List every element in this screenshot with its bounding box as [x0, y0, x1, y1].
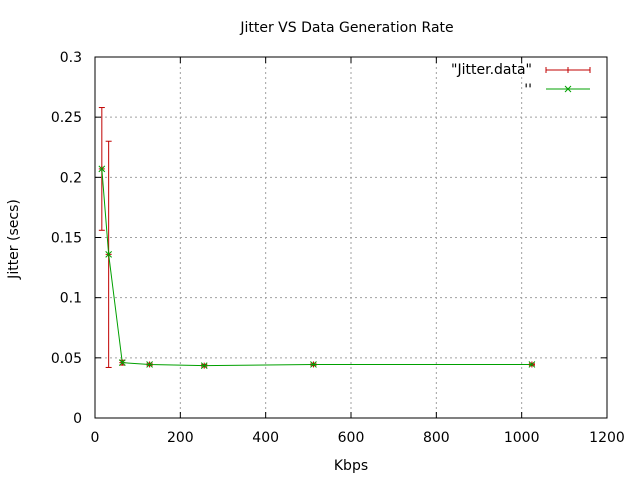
x-tick-label-2: 400	[252, 430, 279, 446]
y-tick-label-6: 0.3	[60, 50, 82, 66]
x-tick-label-0: 0	[91, 430, 100, 446]
y-axis-label: Jitter (secs)	[6, 199, 22, 280]
y-tick-label-1: 0.05	[51, 351, 82, 367]
grid-lines	[95, 57, 607, 418]
x-tick-label-6: 1200	[589, 430, 625, 446]
data-series	[98, 107, 536, 370]
legend-swatch-jitter-data	[545, 67, 591, 73]
y-tick-label-5: 0.25	[51, 110, 82, 126]
point-series-2-5	[310, 361, 317, 368]
x-tick-label-3: 600	[338, 430, 365, 446]
axis-ticks	[94, 56, 608, 419]
series-2	[98, 165, 536, 370]
point-series-2-1	[105, 250, 113, 258]
x-tick-label-4: 800	[423, 430, 450, 446]
point-series-2-3	[146, 361, 153, 368]
point-series-2-4	[200, 362, 208, 370]
y-tick-label-2: 0.1	[60, 291, 82, 307]
x-tick-label-1: 200	[167, 430, 194, 446]
legend-label-jitter-data: "Jitter.data"	[451, 62, 532, 78]
tick-labels: 0 200 400 600 800 1000 1200 0 0.05 0.1 0.15 0.2 0.25…	[51, 50, 625, 446]
legend-swatch-series-2	[546, 85, 590, 93]
x-axis-label: Kbps	[334, 458, 368, 474]
point-series-2-2	[118, 359, 126, 367]
x-tick-label-5: 1000	[504, 430, 540, 446]
point-series-2-6	[528, 361, 536, 368]
y-tick-label-3: 0.15	[51, 231, 82, 247]
y-tick-label-4: 0.2	[60, 170, 82, 186]
legend: "Jitter.data" ''	[451, 62, 591, 98]
legend-label-series-2: ''	[524, 82, 532, 98]
y-tick-label-0: 0	[73, 411, 82, 427]
point-series-2-0	[98, 165, 106, 173]
chart-title: Jitter VS Data Generation Rate	[239, 20, 453, 36]
